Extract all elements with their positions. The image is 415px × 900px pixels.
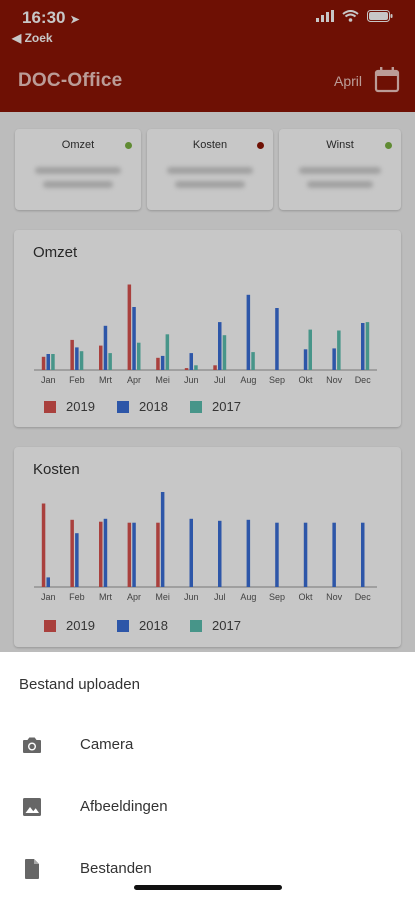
sheet-item-label: Afbeeldingen — [80, 798, 168, 815]
sheet-item-afbeeldingen[interactable]: Afbeeldingen — [0, 782, 415, 832]
sheet-item-camera[interactable]: Camera — [0, 720, 415, 770]
sheet-item-label: Camera — [80, 736, 133, 753]
upload-bottom-sheet: Bestand uploaden Camera Afbeeldingen Bes… — [0, 652, 415, 900]
camera-icon — [20, 733, 44, 757]
file-icon — [20, 857, 44, 881]
sheet-title: Bestand uploaden — [19, 676, 140, 693]
image-icon — [20, 795, 44, 819]
sheet-item-label: Bestanden — [80, 860, 152, 877]
modal-scrim[interactable] — [0, 0, 415, 652]
home-indicator — [134, 885, 282, 890]
